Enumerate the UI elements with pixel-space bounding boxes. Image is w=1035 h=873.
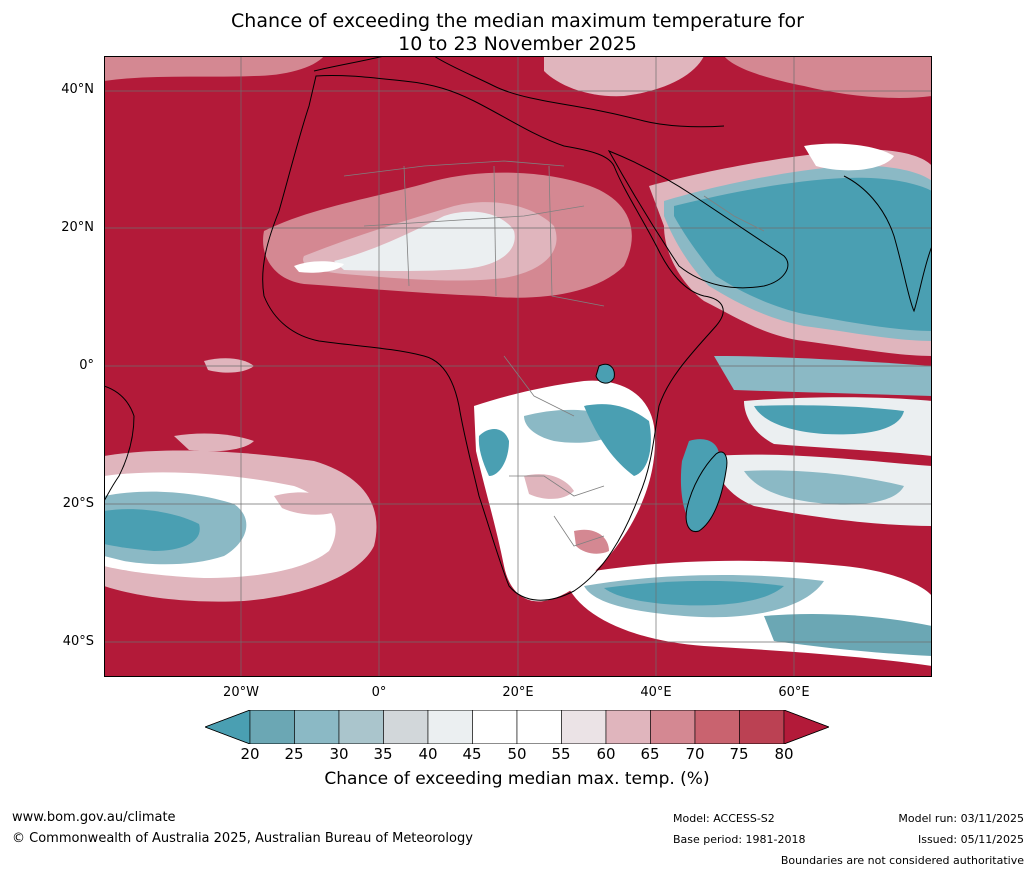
equatorial-pale-patch (204, 358, 254, 373)
legend-tick-40: 40 (418, 745, 438, 763)
probability-map (104, 56, 932, 677)
legend-tick-30: 30 (329, 745, 349, 763)
india-coastline (843, 175, 932, 313)
legend-tick-65: 65 (640, 745, 660, 763)
colorbar-legend (205, 710, 829, 744)
legend-tick-70: 70 (685, 745, 705, 763)
map-title-line-2: 10 to 23 November 2025 (398, 33, 637, 55)
lon-tick-0: 0° (371, 685, 387, 700)
map-title-line-1: Chance of exceeding the median maximum t… (231, 10, 804, 32)
arabia-coastline (607, 150, 789, 289)
legend-swatch-50-55 (516, 710, 562, 744)
sahel-pale-region (263, 172, 632, 298)
madagascar-coastline (685, 451, 728, 533)
legend-swatch-40-45 (427, 710, 473, 744)
legend-tick-80: 80 (774, 745, 794, 763)
website-link[interactable]: www.bom.gov.au/climate (12, 810, 176, 825)
graticule (104, 56, 932, 677)
lat-tick-20n: 20°N (61, 220, 94, 235)
lon-tick-20e: 20°E (502, 685, 534, 700)
legend-swatch-below-20 (205, 710, 251, 744)
issued-date: Issued: 05/11/2025 (917, 833, 1024, 846)
legend-swatch-25-30 (294, 710, 340, 744)
legend-swatch-45-50 (472, 710, 518, 744)
map-frame (104, 56, 932, 677)
legend-tick-20: 20 (240, 745, 260, 763)
south-atlantic-low-region (104, 433, 377, 602)
legend-tick-25: 25 (284, 745, 304, 763)
europe-patchy-region (104, 56, 932, 171)
africa-coastline (262, 74, 724, 601)
legend-tick-75: 75 (729, 745, 749, 763)
legend-tick-45: 45 (462, 745, 482, 763)
legend-swatch-65-70 (650, 710, 696, 744)
legend-swatch-20-25 (249, 710, 295, 744)
legend-tick-55: 55 (551, 745, 571, 763)
lat-tick-40n: 40°N (61, 82, 94, 97)
lat-tick-40s: 40°S (62, 634, 94, 649)
south-america-coastline (104, 385, 135, 502)
legend-swatch-above-80 (783, 710, 829, 744)
legend-swatch-55-60 (561, 710, 607, 744)
base-period: Base period: 1981-2018 (673, 833, 806, 846)
indian-ocean-low-region (564, 356, 932, 666)
legend-swatch-30-35 (338, 710, 384, 744)
arabian-sea-low-region (649, 149, 932, 356)
lon-tick-60e: 60°E (778, 685, 810, 700)
legend-tick-50: 50 (507, 745, 527, 763)
legend-tick-60: 60 (596, 745, 616, 763)
lat-tick-20s: 20°S (62, 496, 94, 511)
legend-swatch-70-75 (694, 710, 740, 744)
model-run-date: Model run: 03/11/2025 (898, 812, 1024, 825)
lake-victoria (595, 363, 615, 384)
legend-swatch-60-65 (605, 710, 651, 744)
country-borders (343, 160, 765, 547)
copyright-text: © Commonwealth of Australia 2025, Austra… (12, 831, 473, 846)
boundaries-disclaimer: Boundaries are not considered authoritat… (780, 854, 1024, 867)
model-name: Model: ACCESS-S2 (673, 812, 775, 825)
legend-swatch-75-80 (739, 710, 785, 744)
legend-title: Chance of exceeding median max. temp. (%… (324, 769, 710, 789)
europe-coastline (313, 56, 725, 128)
lat-tick-equator: 0° (79, 358, 94, 373)
lon-tick-40e: 40°E (640, 685, 672, 700)
legend-swatch-35-40 (383, 710, 429, 744)
legend-tick-35: 35 (373, 745, 393, 763)
lon-tick-20w: 20°W (223, 685, 259, 700)
